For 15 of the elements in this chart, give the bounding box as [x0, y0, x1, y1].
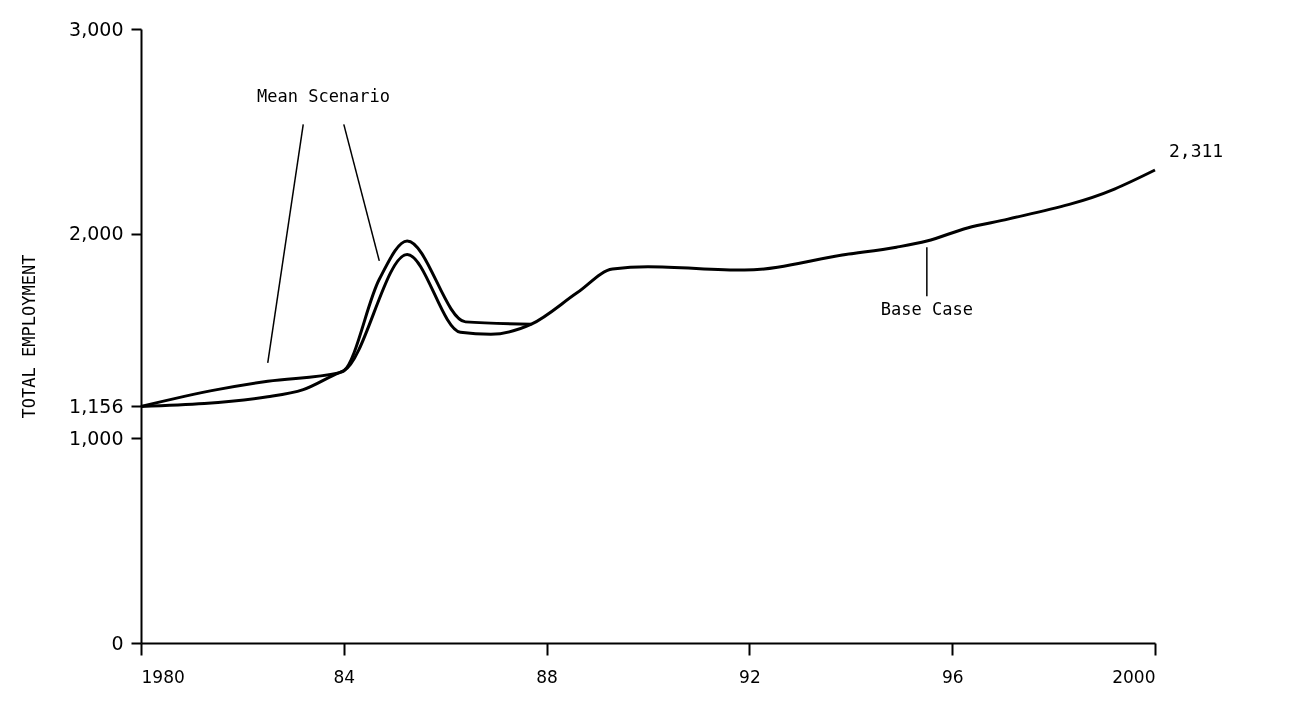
x-tick-label: 92	[739, 666, 761, 687]
x-tick-label: 88	[536, 666, 558, 687]
text: Mean Scenario	[256, 85, 391, 106]
text: Base Case	[880, 299, 973, 320]
y-tick-label: 3,000	[69, 17, 124, 40]
x-tick-label: 84	[333, 666, 356, 687]
x-tick-label: 96	[941, 666, 964, 687]
y-tick-label: 1,000	[69, 426, 124, 449]
y-tick-label: 2,000	[69, 222, 124, 245]
annotation: 2,311	[1169, 140, 1224, 162]
y-tick-label: 1,156	[69, 394, 124, 417]
y-axis-title: TOTAL EMPLOYMENT	[19, 254, 40, 419]
x-tick-label: 2000	[1112, 666, 1156, 687]
y-tick-label: 0	[111, 631, 124, 654]
x-tick-label: 1980	[141, 666, 185, 687]
